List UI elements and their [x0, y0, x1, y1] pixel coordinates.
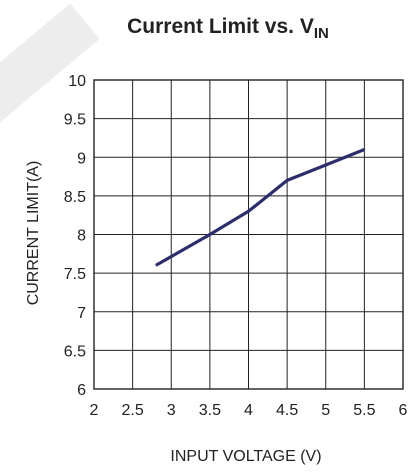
grid	[93, 79, 404, 390]
y-tick-label: 9	[77, 150, 86, 167]
chart-title-main: Current Limit vs. V	[127, 15, 314, 38]
x-tick-label: 3	[167, 402, 176, 419]
y-tick-label: 7.5	[64, 266, 86, 283]
y-tick-label: 7	[77, 305, 86, 322]
x-axis-label: INPUT VOLTAGE (V)	[170, 448, 321, 465]
x-tick-label: 2	[90, 402, 99, 419]
x-tick-label: 2.5	[122, 402, 144, 419]
tick-labels: 2 2.5 3 3.5 4 4.5 5 5.5 6 6 6.5 7 7.5 8 8.5 9 9.5 10	[64, 73, 408, 419]
y-tick-label: 8.5	[64, 189, 86, 206]
x-tick-label: 4.5	[276, 402, 298, 419]
x-tick-label: 5	[321, 402, 330, 419]
plot-area	[155, 148, 365, 267]
chart-title-subscript: IN	[314, 25, 329, 42]
x-tick-label: 4	[244, 402, 253, 419]
x-tick-label: 6	[399, 402, 408, 419]
chart-title: Current Limit vs. VIN	[127, 15, 329, 42]
y-tick-label: 9.5	[64, 112, 86, 129]
y-axis-label: CURRENT LIMIT(A)	[25, 161, 42, 306]
x-tick-label: 5.5	[353, 402, 375, 419]
series-line	[155, 148, 365, 267]
y-tick-label: 10	[68, 73, 86, 90]
x-tick-label: 3.5	[199, 402, 221, 419]
y-tick-label: 6.5	[64, 343, 86, 360]
y-tick-label: 8	[77, 228, 86, 245]
plot-frame	[93, 79, 404, 390]
y-tick-label: 6	[77, 382, 86, 399]
